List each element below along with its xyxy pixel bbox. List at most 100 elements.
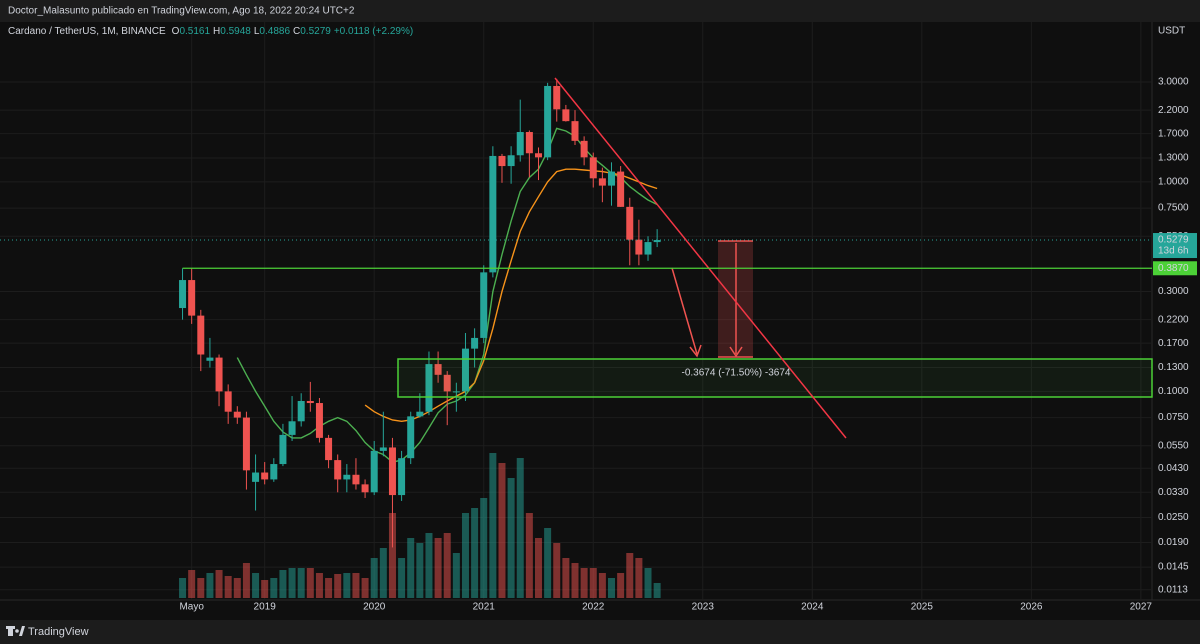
volume-bar — [297, 568, 305, 598]
candle-body — [343, 474, 351, 480]
countdown: 13d 6h — [1158, 246, 1189, 257]
x-tick-label: Mayo — [179, 602, 204, 613]
candle-body — [352, 474, 360, 485]
candle-body — [589, 157, 597, 179]
volume-bar — [471, 508, 479, 598]
candle-body — [288, 421, 296, 435]
legend: Cardano / TetherUS, 1M, BINANCE O0.5161 H0… — [8, 26, 413, 37]
ohlc-value: 0.5948 — [220, 26, 251, 37]
y-tick-label: 0.0250 — [1158, 512, 1189, 523]
level-tag — [1153, 261, 1197, 276]
candle-body — [553, 85, 561, 110]
candle-body — [398, 458, 406, 496]
volume-bar — [252, 573, 260, 598]
candle-body — [379, 447, 387, 451]
last-price-label: 0.5279 — [1158, 235, 1189, 246]
level-label: 0.3870 — [1158, 263, 1189, 274]
volume-bar — [480, 498, 488, 598]
y-tick-label: 0.2200 — [1158, 314, 1189, 325]
candle-body — [425, 364, 433, 412]
x-tick-label: 2020 — [363, 602, 386, 613]
volume-bar — [608, 578, 616, 598]
y-tick-label: 2.2000 — [1158, 105, 1189, 116]
currency: USDT — [1158, 26, 1185, 37]
symbol: Cardano / TetherUS, 1M, BINANCE — [8, 26, 166, 37]
ohlc-key: C — [293, 26, 300, 37]
candle-body — [617, 171, 625, 207]
candle-body — [179, 280, 187, 309]
candle-body — [471, 337, 479, 349]
y-tick-label: 0.0330 — [1158, 487, 1189, 498]
candle-body — [388, 447, 396, 496]
volume-bar — [352, 573, 360, 598]
candle-body — [224, 391, 232, 412]
y-tick-label: 0.0145 — [1158, 562, 1189, 573]
volume-bar — [562, 558, 570, 598]
candle-body — [498, 155, 506, 167]
candle-body — [407, 416, 415, 459]
candle-body — [370, 450, 378, 493]
volume-bar — [534, 538, 542, 598]
volume-bar — [498, 463, 506, 598]
volume-bar — [224, 576, 232, 598]
candle-body — [188, 280, 196, 316]
volume-bar — [197, 578, 205, 598]
candle-body — [452, 391, 460, 393]
candle-body — [571, 121, 579, 141]
candle-body — [206, 357, 214, 361]
candle-body — [261, 472, 269, 480]
candle-body — [325, 437, 333, 461]
candle-body — [562, 109, 570, 122]
volume-bar — [370, 558, 378, 598]
candle-body — [242, 417, 250, 471]
volume-bar — [553, 543, 561, 598]
volume-bar — [261, 580, 269, 598]
volume-bar — [179, 578, 187, 598]
trend-line — [554, 77, 847, 439]
volume-bar — [443, 533, 451, 598]
y-tick-label: 0.0430 — [1158, 463, 1189, 474]
x-tick-label: 2026 — [1020, 602, 1043, 613]
volume-bar — [525, 513, 533, 598]
change: +0.0118 (+2.29%) — [334, 26, 413, 37]
x-tick-label: 2023 — [692, 602, 715, 613]
candle-body — [489, 155, 497, 273]
volume-bar — [279, 570, 287, 598]
volume-bar — [507, 478, 515, 598]
candle-body — [197, 315, 205, 355]
candle-body — [334, 460, 342, 480]
support-zone — [397, 358, 1153, 398]
candle-body — [252, 472, 260, 482]
volume-bar — [617, 573, 625, 598]
y-tick-label: 0.0113 — [1158, 584, 1188, 595]
x-tick-label: 2021 — [473, 602, 496, 613]
volume-bar — [288, 568, 296, 598]
candle-body — [279, 434, 287, 465]
candle-body — [580, 140, 588, 158]
volume-bar — [379, 548, 387, 598]
volume-bar — [242, 563, 250, 598]
footer-bar — [0, 620, 1200, 644]
volume-bar — [452, 553, 460, 598]
candle-body — [653, 240, 661, 243]
y-tick-label: 0.0190 — [1158, 537, 1189, 548]
projection-arrow — [671, 267, 698, 355]
volume-bar — [388, 513, 396, 598]
y-tick-label: 0.1000 — [1158, 386, 1189, 397]
y-tick-label: 0.0550 — [1158, 440, 1189, 451]
volume-bar — [398, 558, 406, 598]
candle-body — [270, 464, 278, 480]
x-tick-label: 2027 — [1130, 602, 1153, 613]
header-bar — [0, 0, 1200, 22]
candle-body — [525, 132, 533, 154]
volume-bar — [598, 573, 606, 598]
y-tick-label: 0.0750 — [1158, 412, 1189, 423]
ohlc-key: L — [254, 26, 260, 37]
volume-bar — [635, 558, 643, 598]
candle-body — [507, 155, 515, 167]
volume-bar — [306, 568, 314, 598]
volume-bar — [544, 528, 552, 598]
volume-bar — [325, 578, 333, 598]
ohlc-key: H — [213, 26, 220, 37]
